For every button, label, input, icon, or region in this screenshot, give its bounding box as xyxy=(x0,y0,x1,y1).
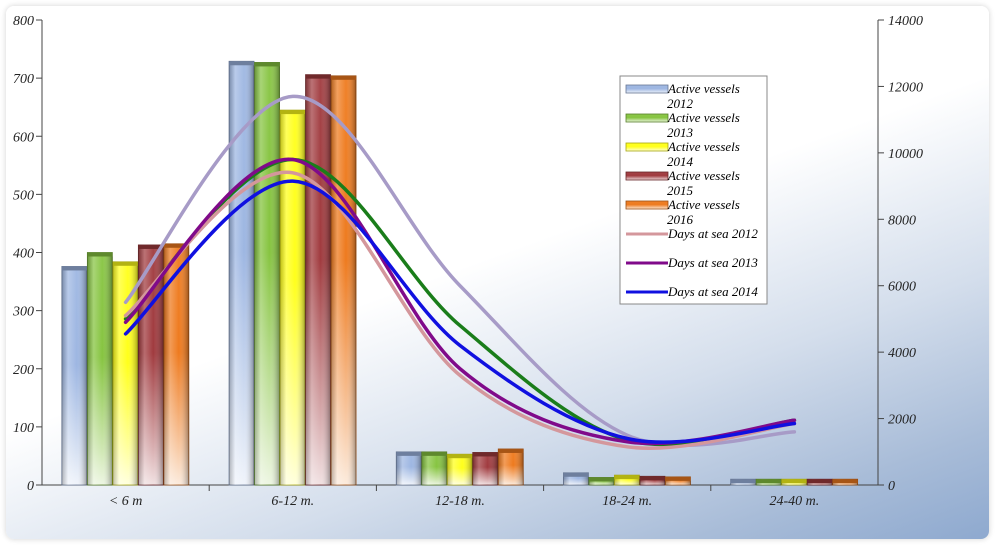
bar-top xyxy=(781,479,807,484)
bar-top xyxy=(138,244,164,249)
y-right-tick-label: 0 xyxy=(888,479,895,494)
legend-label: Active vessels 2012 xyxy=(667,81,740,111)
legend-label: Active vessels 2013 xyxy=(667,110,740,140)
bar-highlight xyxy=(447,454,473,485)
bar-highlight xyxy=(421,451,447,485)
bar-highlight xyxy=(396,451,422,485)
y-right-tick-label: 14000 xyxy=(888,14,923,29)
y-left-tick-label: 300 xyxy=(12,305,34,320)
legend-label: Days at sea 2014 xyxy=(667,284,758,299)
bar-highlight xyxy=(498,448,524,485)
y-left-tick-label: 700 xyxy=(13,72,34,87)
bar-top xyxy=(331,75,357,80)
bar-top xyxy=(61,266,87,271)
x-tick-label: 6-12 m. xyxy=(271,494,314,509)
bar-top xyxy=(807,479,833,484)
bar-top xyxy=(614,475,640,480)
x-tick-label: 12-18 m. xyxy=(435,494,485,509)
legend-label: Days at sea 2012 xyxy=(667,226,758,241)
legend-swatch xyxy=(625,113,669,123)
y-right-tick-label: 8000 xyxy=(888,213,916,228)
bar-highlight xyxy=(163,243,189,485)
legend-label: Active vessels 2015 xyxy=(667,168,740,198)
bar-top xyxy=(87,252,113,257)
x-tick-label: 24-40 m. xyxy=(770,494,820,509)
bar-highlight xyxy=(61,266,87,485)
line-series xyxy=(123,170,797,450)
y-left-tick-label: 800 xyxy=(13,14,34,29)
y-right-tick-label: 10000 xyxy=(888,147,923,162)
bar-top xyxy=(498,448,524,453)
bar-highlight xyxy=(639,476,665,485)
legend-label: Active vessels 2014 xyxy=(667,139,740,169)
bar-highlight xyxy=(254,62,280,486)
line-series xyxy=(123,179,797,444)
legend-swatch xyxy=(625,171,669,181)
x-tick-label: 18-24 m. xyxy=(602,494,652,509)
bar-top xyxy=(665,476,691,481)
bar-top xyxy=(396,451,422,456)
y-left-tick-label: 400 xyxy=(13,247,34,262)
bar-top xyxy=(163,243,189,248)
bar-top xyxy=(421,451,447,456)
bar-top xyxy=(472,452,498,457)
bar-highlight xyxy=(87,252,113,485)
bar-top xyxy=(229,61,255,66)
bar-highlight xyxy=(112,261,138,485)
bar-top xyxy=(588,477,614,482)
bar-top xyxy=(730,479,756,484)
y-right-tick-label: 2000 xyxy=(888,413,916,428)
bar-highlight xyxy=(280,110,306,485)
legend-label: Days at sea 2013 xyxy=(667,255,758,270)
bar-top xyxy=(756,479,782,484)
bar-highlight xyxy=(305,74,331,485)
bar-top xyxy=(832,479,858,484)
y-left-tick-label: 200 xyxy=(13,363,34,378)
bar-highlight xyxy=(331,75,357,486)
bar-top xyxy=(447,454,473,459)
bar-top xyxy=(639,476,665,481)
bar-highlight xyxy=(229,61,255,486)
y-left-tick-label: 100 xyxy=(13,421,34,436)
bar-highlight xyxy=(665,476,691,485)
y-right-tick-label: 12000 xyxy=(888,80,923,95)
legend-swatch xyxy=(625,84,669,94)
y-right-tick-label: 4000 xyxy=(888,346,916,361)
legend-swatch xyxy=(625,200,669,210)
bar-top xyxy=(280,110,306,115)
bar-highlight xyxy=(472,452,498,485)
bar-top xyxy=(563,472,589,477)
bar-highlight xyxy=(614,475,640,485)
y-right-tick-label: 6000 xyxy=(888,280,916,295)
bar-top xyxy=(305,74,331,79)
legend-swatch xyxy=(625,142,669,152)
bar-top xyxy=(254,62,280,67)
y-left-tick-label: 0 xyxy=(27,479,34,494)
bar-top xyxy=(112,261,138,266)
legend-label: Active vessels 2016 xyxy=(667,197,740,227)
x-tick-label: < 6 m xyxy=(109,494,143,509)
y-left-tick-label: 500 xyxy=(13,188,34,203)
y-left-tick-label: 600 xyxy=(13,130,34,145)
